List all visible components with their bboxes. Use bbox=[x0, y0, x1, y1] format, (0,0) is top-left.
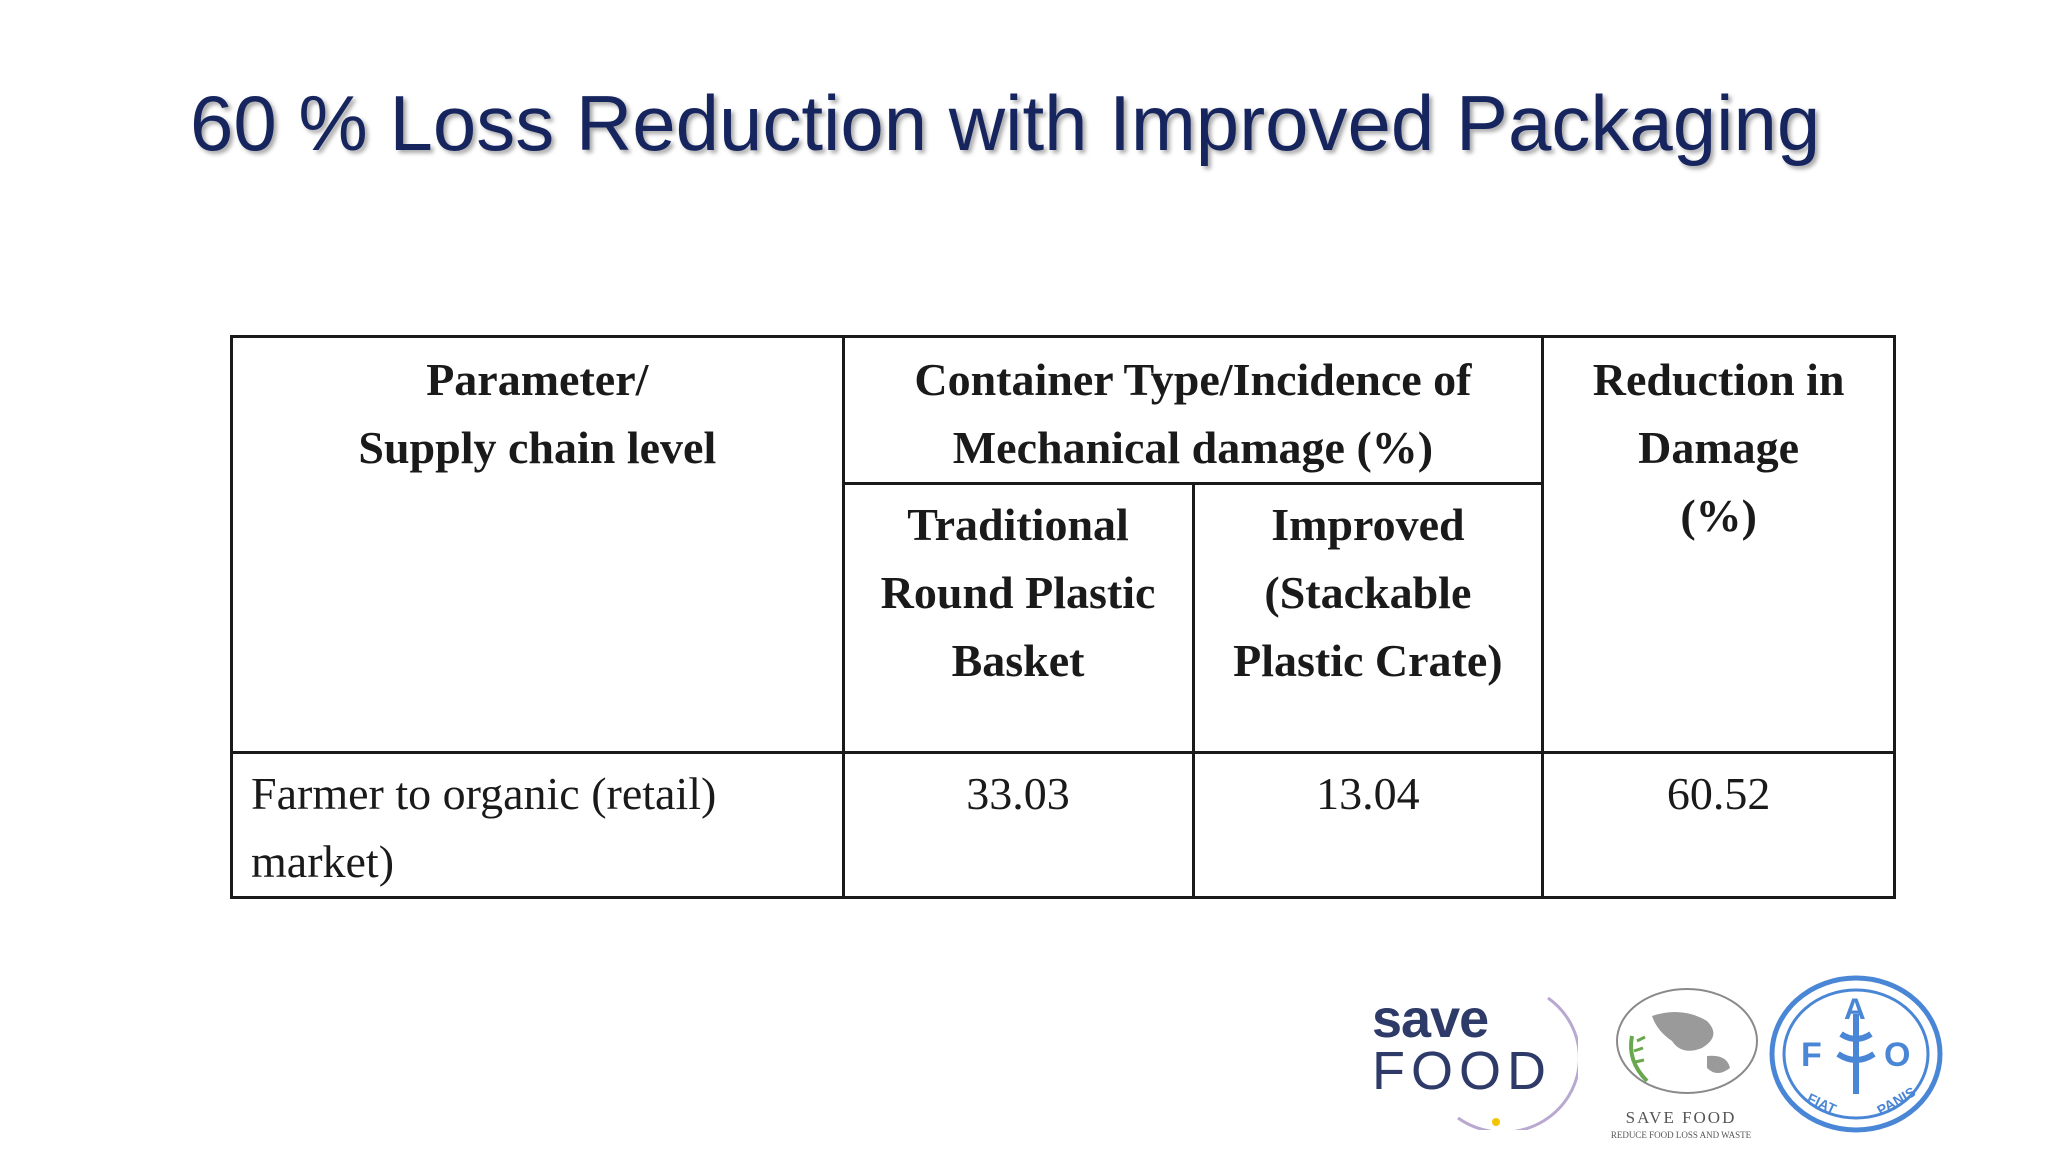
slide-title: 60 % Loss Reduction with Improved Packag… bbox=[190, 79, 1821, 167]
header-traditional-line3: Basket bbox=[951, 635, 1085, 686]
table-header-row: Parameter/ Supply chain level Container … bbox=[230, 335, 1896, 754]
cell-level-line1: Farmer to organic (retail) bbox=[251, 768, 717, 819]
cell-traditional-value: 33.03 bbox=[841, 751, 1195, 899]
header-traditional-line1: Traditional bbox=[907, 499, 1129, 550]
header-improved-line3: Plastic Crate) bbox=[1233, 635, 1503, 686]
header-traditional-line2: Round Plastic bbox=[880, 567, 1156, 618]
globe-title: SAVE FOOD bbox=[1625, 1108, 1737, 1127]
savefood-save-text: save bbox=[1372, 989, 1489, 1049]
header-reduction: Reduction in Damage (%) bbox=[1541, 335, 1896, 754]
cell-level-line2: market) bbox=[251, 836, 395, 887]
savefood-food-text: FOOD bbox=[1372, 1041, 1552, 1101]
savefood-logo: save FOOD bbox=[1368, 980, 1578, 1130]
cell-improved-value: 13.04 bbox=[1191, 751, 1545, 899]
globe-subtitle: REDUCE FOOD LOSS AND WASTE bbox=[1610, 1130, 1752, 1140]
svg-text:O: O bbox=[1884, 1036, 1910, 1074]
header-improved: Improved (Stackable Plastic Crate) bbox=[1191, 482, 1545, 754]
header-parameter-line2: Supply chain level bbox=[358, 422, 717, 473]
header-container-type: Container Type/Incidence of Mechanical d… bbox=[841, 335, 1545, 485]
header-improved-line1: Improved bbox=[1271, 499, 1465, 550]
globe-icon bbox=[1616, 988, 1758, 1094]
table-row: Farmer to organic (retail) market) 33.03… bbox=[230, 751, 1896, 899]
cell-reduction-value: 60.52 bbox=[1541, 751, 1896, 899]
header-reduction-line1: Reduction in bbox=[1592, 354, 1845, 405]
header-reduction-line2: Damage bbox=[1638, 422, 1800, 473]
savefood-globe-logo: SAVE FOOD REDUCE FOOD LOSS AND WASTE bbox=[1586, 980, 1776, 1140]
header-parameter: Parameter/ Supply chain level bbox=[230, 335, 845, 754]
table-subheader-row: Traditional Round Plastic Basket Improve… bbox=[232, 482, 1895, 754]
header-improved-line2: (Stackable bbox=[1264, 567, 1472, 618]
savefood-arc-icon bbox=[1457, 996, 1578, 1130]
header-container-line1: Container Type/Incidence of bbox=[914, 354, 1472, 405]
header-container-line2: Mechanical damage (%) bbox=[952, 422, 1434, 473]
header-traditional: Traditional Round Plastic Basket bbox=[841, 482, 1195, 754]
damage-table: Parameter/ Supply chain level Container … bbox=[230, 335, 1896, 899]
svg-text:F: F bbox=[1801, 1036, 1822, 1074]
cell-supply-chain-level: Farmer to organic (retail) market) bbox=[230, 751, 845, 899]
svg-text:A: A bbox=[1844, 993, 1866, 1026]
header-parameter-line1: Parameter/ bbox=[426, 354, 649, 405]
fao-logo-icon: F A O FIAT PANIS bbox=[1769, 975, 1943, 1133]
partner-logos: save FOOD SAVE FOOD REDUCE FOOD LOSS AND… bbox=[1368, 975, 1978, 1140]
header-reduction-line3: (%) bbox=[1680, 490, 1757, 541]
